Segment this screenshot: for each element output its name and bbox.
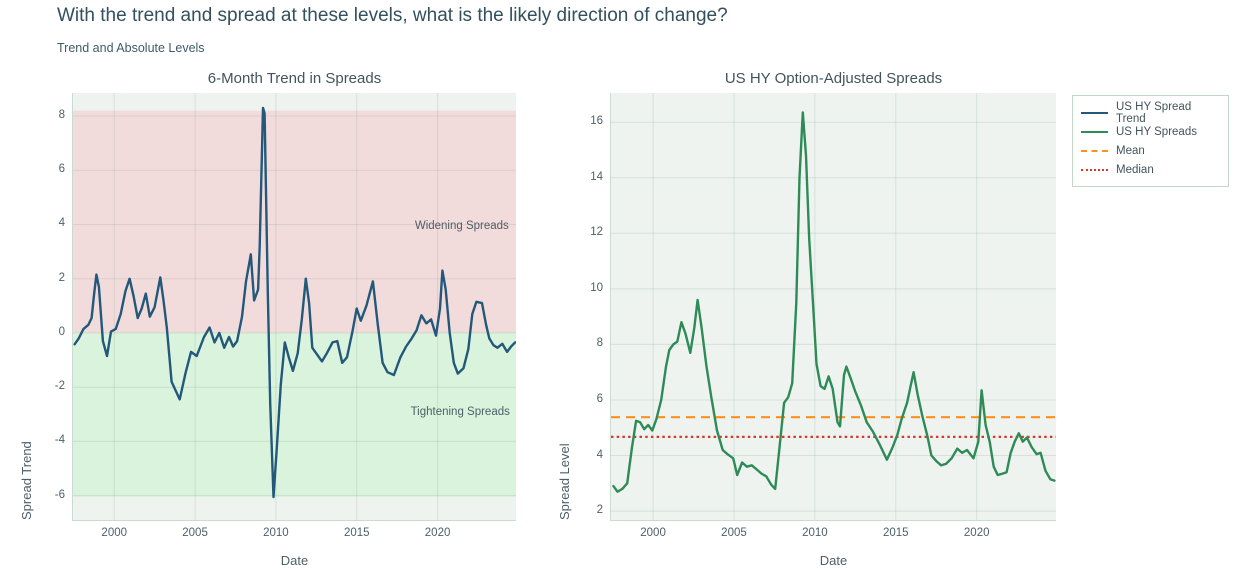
axis-tick-label: -2: [54, 380, 65, 393]
axis-tick-label: 8: [596, 337, 603, 350]
spread-chart-xaxis-title: Date: [819, 553, 848, 568]
axis-tick-label: -4: [54, 434, 65, 447]
axis-tick-label: 12: [590, 226, 603, 239]
legend: US HY Spread Trend US HY Spreads Mean Me…: [1072, 95, 1229, 187]
figure-title: With the trend and spread at these level…: [57, 5, 728, 26]
axis-tick-label: 2020: [424, 527, 451, 539]
axis-tick-label: 0: [58, 325, 65, 338]
legend-label: Mean: [1116, 144, 1145, 157]
legend-item-median[interactable]: Median: [1081, 160, 1220, 179]
axis-tick-label: -6: [54, 488, 65, 501]
legend-item-mean[interactable]: Mean: [1081, 141, 1220, 160]
region-annotation: Tightening Spreads: [410, 405, 510, 418]
axis-tick-label: 4: [596, 448, 603, 461]
axis-tick-label: 2010: [802, 527, 828, 539]
axis-tick-label: 2: [596, 504, 603, 517]
trend-chart-svg[interactable]: [73, 93, 516, 520]
series-us-hy-spreads: [612, 111, 1056, 493]
axis-tick-label: 2020: [963, 527, 990, 539]
legend-label: Median: [1116, 163, 1154, 176]
axis-tick-label: 4: [58, 217, 65, 230]
spread-chart-title: US HY Option-Adjusted Spreads: [724, 70, 943, 87]
axis-tick-label: 2015: [883, 527, 909, 539]
series-us-hy-spread-trend: [73, 106, 516, 499]
region-annotation: Widening Spreads: [414, 219, 509, 232]
mean-line-swatch: [1081, 149, 1108, 152]
trend-chart-yaxis-title: Spread Trend: [19, 441, 34, 520]
axis-tick-label: 16: [590, 115, 603, 128]
trend-chart-xaxis-title: Date: [280, 553, 309, 568]
axis-tick-label: 10: [590, 281, 603, 294]
spread-chart-plot-area[interactable]: US HY Option-Adjusted Spreads Date Sprea…: [557, 70, 1056, 568]
axis-tick-label: 6: [58, 163, 65, 176]
axis-tick-label: 2010: [263, 527, 289, 539]
axis-tick-label: 2005: [182, 527, 208, 539]
trend-chart-plot-area[interactable]: 6-Month Trend in Spreads Date Spread Tre…: [19, 70, 516, 568]
legend-item-trend[interactable]: US HY Spread Trend: [1081, 100, 1220, 125]
axis-tick-label: 8: [58, 109, 65, 122]
median-line-swatch: [1081, 168, 1108, 171]
axis-tick-label: 2015: [343, 527, 370, 539]
legend-label: US HY Spread Trend: [1116, 100, 1192, 125]
legend-label: US HY Spreads: [1116, 125, 1197, 138]
trend-line-swatch: [1081, 111, 1108, 114]
tightening-region: [73, 332, 516, 497]
spread-chart-svg[interactable]: [611, 93, 1056, 520]
spreads-line-swatch: [1081, 130, 1108, 133]
axis-tick-label: 2000: [640, 527, 666, 539]
legend-item-spreads[interactable]: US HY Spreads: [1081, 122, 1220, 141]
trend-chart-title: 6-Month Trend in Spreads: [207, 70, 382, 87]
axis-tick-label: 6: [596, 392, 603, 405]
axis-tick-label: 2005: [721, 527, 747, 539]
axis-tick-label: 2: [58, 271, 65, 284]
figure-subtitle: Trend and Absolute Levels: [57, 41, 205, 55]
axis-tick-label: 2000: [101, 527, 128, 539]
axis-tick-label: 14: [590, 170, 603, 183]
